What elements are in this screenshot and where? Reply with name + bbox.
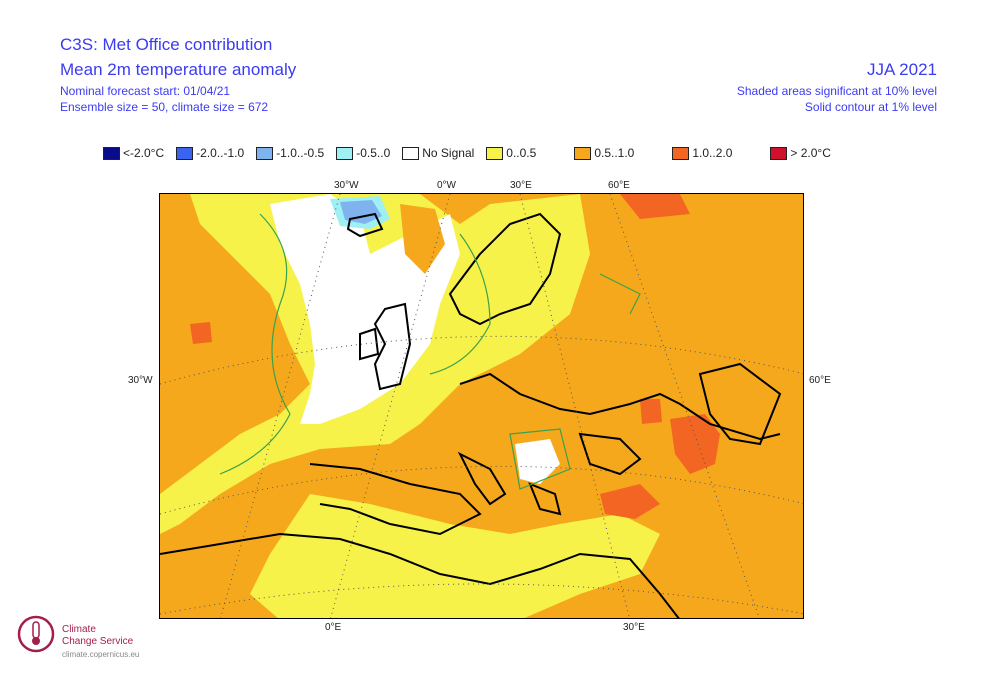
legend-label: No Signal	[422, 146, 475, 160]
legend-item: No Signal	[402, 146, 474, 160]
legend-label: -2.0..-1.0	[196, 146, 245, 160]
legend-swatch	[256, 146, 274, 160]
note-contour: Solid contour at 1% level	[804, 100, 937, 114]
title-line2: Mean 2m temperature anomaly	[60, 60, 297, 79]
graticule-label-bottom: 30°E	[623, 622, 645, 633]
c3s-logo	[16, 612, 56, 661]
graticule-label-top: 30°W	[334, 180, 359, 191]
graticule-label-left: 30°W	[128, 375, 153, 386]
legend-label: -0.5..0	[356, 146, 391, 160]
anomaly-region-0.5-1.0	[400, 204, 445, 274]
ensemble-info: Ensemble size = 50, climate size = 672	[60, 100, 269, 114]
legend-swatch	[176, 146, 194, 160]
graticule-label-top: 30°E	[510, 180, 532, 191]
note-shaded: Shaded areas significant at 10% level	[736, 84, 937, 98]
title-line1: C3S: Met Office contribution	[60, 35, 273, 54]
legend: <-2.0°C -2.0..-1.0 -1.0..-0.5 -0.5..0 No…	[103, 146, 843, 160]
anomaly-region-1.0-2.0	[190, 322, 212, 344]
graticule-label-top: 0°W	[437, 180, 456, 191]
logo-line2: Change Service	[62, 636, 134, 647]
legend-swatch	[770, 146, 788, 160]
anomaly-map	[159, 193, 804, 619]
legend-swatch	[672, 146, 690, 160]
legend-swatch	[103, 146, 120, 160]
graticule-label-top: 60°E	[608, 180, 630, 191]
legend-label: 1.0..2.0	[692, 146, 733, 160]
legend-item: -2.0..-1.0	[176, 146, 244, 160]
legend-label: -1.0..-0.5	[276, 146, 325, 160]
coastlines	[160, 212, 782, 618]
legend-item: 0..0.5	[486, 146, 536, 160]
graticule-label-bottom: 0°E	[325, 622, 342, 633]
legend-label: > 2.0°C	[790, 146, 831, 160]
anomaly-region-1.0-2.0	[600, 484, 660, 519]
map-svg	[160, 194, 803, 618]
legend-item: -0.5..0	[336, 146, 390, 160]
logo-url: climate.copernicus.eu	[62, 650, 140, 659]
legend-item: > 2.0°C	[770, 146, 831, 160]
no-signal-region	[515, 439, 560, 484]
graticule-label-right: 60°E	[809, 375, 831, 386]
anomaly-region-1.0-2.0	[670, 414, 720, 474]
logo-text: Climate Change Service	[62, 624, 133, 648]
season-label: JJA 2021	[867, 60, 937, 79]
thermometer-globe-icon	[17, 615, 55, 653]
anomaly-region-1.0-2.0	[640, 399, 662, 424]
graticule	[160, 194, 803, 618]
legend-swatch	[402, 146, 420, 160]
legend-item: <-2.0°C	[103, 146, 164, 160]
legend-item: -1.0..-0.5	[256, 146, 324, 160]
legend-label: 0..0.5	[506, 146, 537, 160]
legend-label: 0.5..1.0	[594, 146, 635, 160]
legend-swatch	[336, 146, 354, 160]
forecast-start: Nominal forecast start: 01/04/21	[60, 84, 231, 98]
legend-label: <-2.0°C	[123, 146, 165, 160]
legend-swatch	[486, 146, 504, 160]
anomaly-region-1.0-2.0	[620, 194, 690, 219]
significance-contour	[219, 213, 641, 490]
anomaly-region-0-0.5	[250, 494, 660, 618]
logo-line1: Climate	[62, 624, 96, 635]
legend-item: 1.0..2.0	[672, 146, 732, 160]
legend-swatch	[574, 146, 592, 160]
legend-item: 0.5..1.0	[574, 146, 634, 160]
